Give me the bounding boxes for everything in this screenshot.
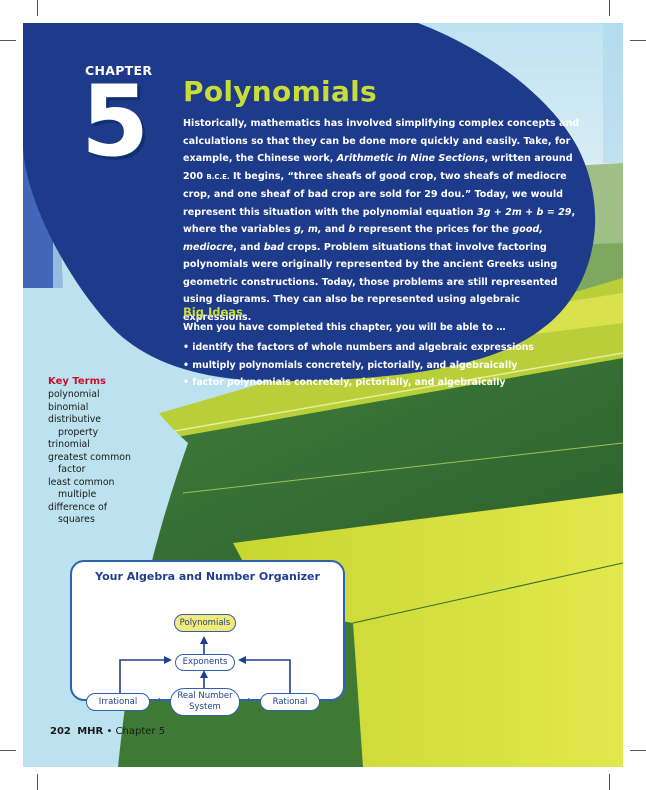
list-item: multiple [58, 489, 97, 500]
list-item: difference of [48, 501, 108, 513]
node-label: System [189, 702, 221, 712]
list-item: • factor polynomials concretely, pictori… [183, 377, 506, 388]
crop-mark [37, 774, 38, 790]
list-item: trinomial [48, 439, 90, 450]
list-item: polynomial [48, 389, 100, 400]
list-item: distributive [48, 414, 102, 425]
node-irrational: Irrational [86, 693, 150, 711]
intro-text: , and [233, 241, 264, 253]
arrow [119, 656, 172, 693]
book-title: Arithmetic in Nine Sections [336, 153, 485, 164]
list-item: • identify the factors of whole numbers … [183, 342, 534, 353]
organizer-title: Your Algebra and Number Organizer [95, 570, 320, 583]
crop-quality: good, mediocre [183, 224, 543, 253]
textbook-page: CHAPTER 5 Polynomials Historically, math… [23, 23, 623, 767]
node-real-number-system: Real Number System [170, 688, 240, 716]
intro-text: represent the prices for the [355, 224, 513, 235]
variable-name: b [348, 224, 356, 235]
big-ideas-heading: Big Ideas [183, 305, 243, 319]
crop-mark [609, 0, 610, 16]
era-abbrev: B.C.E. [206, 172, 230, 181]
intro-text: crops. Problem situations that involve f… [183, 241, 558, 323]
node-polynomials: Polynomials [174, 614, 236, 632]
crop-quality: bad [263, 241, 284, 253]
crop-mark [0, 750, 16, 751]
chapter-title: Polynomials [183, 75, 378, 108]
footer-bullet: • [106, 726, 113, 737]
crop-mark [609, 774, 610, 790]
big-ideas-intro: When you have completed this chapter, yo… [183, 322, 506, 333]
publisher: MHR [77, 726, 104, 737]
crop-mark [630, 40, 646, 41]
key-terms-heading: Key Terms [48, 376, 106, 387]
arrow [238, 656, 291, 693]
intro-text: It begins, “three sheafs of good crop, t… [183, 170, 567, 218]
chapter-reference: Chapter 5 [115, 726, 166, 737]
node-rational: Rational [260, 693, 320, 711]
intro-paragraph: Historically, mathematics has involved s… [183, 115, 583, 326]
list-item: factor [58, 464, 86, 475]
list-item: binomial [48, 401, 89, 413]
list-item: property [58, 426, 99, 438]
node-label: Real Number [177, 691, 233, 701]
list-item: squares [58, 514, 95, 525]
key-terms-list: polynomial binomial distributive propert… [48, 389, 131, 527]
intro-text: , written around 200 [183, 153, 573, 182]
big-ideas-list: • identify the factors of whole numbers … [183, 339, 534, 392]
list-item: • multiply polynomials concretely, picto… [183, 359, 518, 371]
crop-mark [630, 750, 646, 751]
crop-mark [37, 0, 38, 16]
chapter-number: 5 [81, 65, 150, 179]
page-number: 202 [50, 726, 71, 737]
node-exponents: Exponents [175, 654, 235, 671]
list-item: least common [48, 476, 115, 488]
organizer-box: Your Algebra and Number Organizer Polyno… [70, 560, 345, 716]
crop-mark [0, 40, 16, 41]
intro-text: Historically, mathematics has involved s… [183, 118, 580, 164]
page-footer: 202 MHR • Chapter 5 [50, 726, 165, 737]
chapter-label: CHAPTER [85, 63, 153, 78]
list-item: greatest common [48, 451, 131, 463]
intro-text: , where the variables [183, 206, 576, 236]
intro-text: and [321, 224, 349, 235]
polynomial-equation: 3g + 2m + b = 29 [476, 206, 572, 218]
variable-names: g, m, [293, 224, 322, 235]
